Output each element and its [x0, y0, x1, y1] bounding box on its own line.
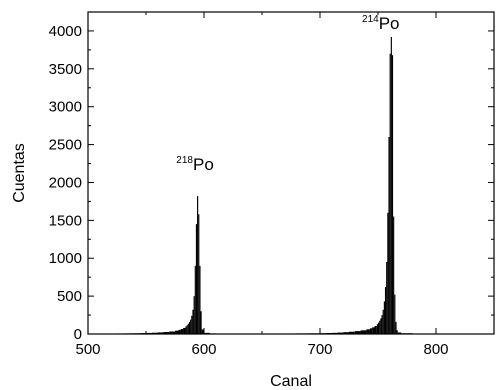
bars-group [88, 37, 495, 335]
histogram-bar [381, 315, 383, 334]
histogram-bar [378, 322, 380, 334]
y-axis-title: Cuentas [11, 143, 28, 203]
histogram-bar [186, 325, 188, 334]
histogram-bar [187, 323, 189, 334]
histogram-bar [337, 332, 344, 334]
x-tick-label: 700 [307, 341, 332, 358]
histogram-bar [380, 318, 382, 334]
histogram-bar [180, 329, 184, 334]
histogram-bar [390, 37, 392, 335]
histogram-bar [372, 327, 375, 334]
histogram-bar [200, 311, 202, 334]
histogram-bar [190, 319, 192, 334]
histogram-bar [169, 331, 175, 334]
histogram-bar [343, 332, 349, 334]
annotation-mass-number: 218 [176, 155, 193, 166]
histogram-bar [376, 324, 378, 334]
histogram-bar [388, 137, 390, 334]
histogram-bar [201, 329, 204, 334]
histogram-bar [157, 332, 164, 334]
histogram-bar [397, 332, 402, 334]
histogram-bar [354, 331, 361, 334]
x-tick-label: 800 [423, 341, 448, 358]
histogram-bar [178, 329, 181, 334]
y-tick-label: 3500 [49, 61, 82, 78]
histogram-bar [386, 262, 388, 334]
y-tick-label: 1500 [49, 212, 82, 229]
histogram-bar [369, 328, 373, 334]
histogram-bar [394, 294, 396, 334]
plot-frame [87, 11, 495, 335]
annotation-element: Po [193, 155, 214, 174]
y-tick-label: 0 [74, 326, 82, 343]
y-tick-label: 500 [57, 288, 82, 305]
y-tick-label: 2500 [49, 137, 82, 154]
y-tick-label: 4000 [49, 23, 82, 40]
histogram-bar [151, 332, 158, 334]
annotation-element: Po [379, 14, 400, 33]
histogram-bar [185, 326, 187, 334]
histogram-bar [193, 296, 195, 334]
histogram-bar [383, 301, 385, 334]
peak-annotation: 214Po [362, 14, 399, 33]
ticks-group [87, 12, 494, 335]
histogram-bar [197, 196, 199, 334]
histogram-bar [163, 332, 170, 334]
histogram-bar [175, 330, 179, 334]
y-tick-label: 1000 [49, 250, 82, 267]
histogram-bar [366, 329, 370, 334]
histogram-bar [191, 315, 193, 334]
histogram-bar [395, 321, 397, 334]
histogram-bar [393, 216, 395, 334]
histogram-bar [199, 265, 201, 334]
histogram-bar [194, 265, 196, 334]
x-tick-label: 500 [75, 341, 100, 358]
histogram-bar [188, 321, 191, 334]
histogram-bar [391, 55, 394, 334]
annotation-mass-number: 214 [362, 14, 379, 25]
histogram-bar [198, 214, 200, 334]
histogram-bar [195, 224, 198, 334]
histogram-bar [382, 309, 384, 334]
histogram-bar [379, 320, 381, 334]
histogram-bar [396, 330, 398, 334]
histogram-bar [192, 309, 194, 334]
histogram-bar [387, 212, 389, 334]
histogram-bar [384, 287, 387, 334]
histogram-bar [349, 331, 355, 334]
histogram-bar [374, 326, 377, 334]
peak-annotation: 218Po [176, 155, 213, 174]
y-tick-label: 3000 [49, 99, 82, 116]
histogram-bar [183, 327, 186, 334]
x-tick-label: 600 [191, 341, 216, 358]
histogram-bar [360, 330, 367, 334]
x-axis-title: Canal [270, 373, 312, 390]
y-tick-label: 2000 [49, 174, 82, 191]
tick-labels-group: 500 600 700 8000500100015002000250030003500… [49, 23, 449, 358]
histogram-bar [389, 53, 391, 334]
